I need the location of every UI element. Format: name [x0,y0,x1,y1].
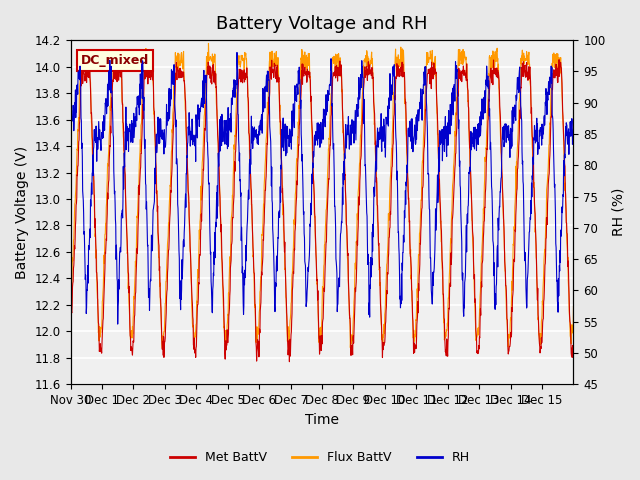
Title: Battery Voltage and RH: Battery Voltage and RH [216,15,428,33]
X-axis label: Time: Time [305,413,339,427]
Legend: Met BattV, Flux BattV, RH: Met BattV, Flux BattV, RH [165,446,475,469]
Text: DC_mixed: DC_mixed [81,54,149,67]
Y-axis label: RH (%): RH (%) [611,188,625,237]
Y-axis label: Battery Voltage (V): Battery Voltage (V) [15,145,29,279]
